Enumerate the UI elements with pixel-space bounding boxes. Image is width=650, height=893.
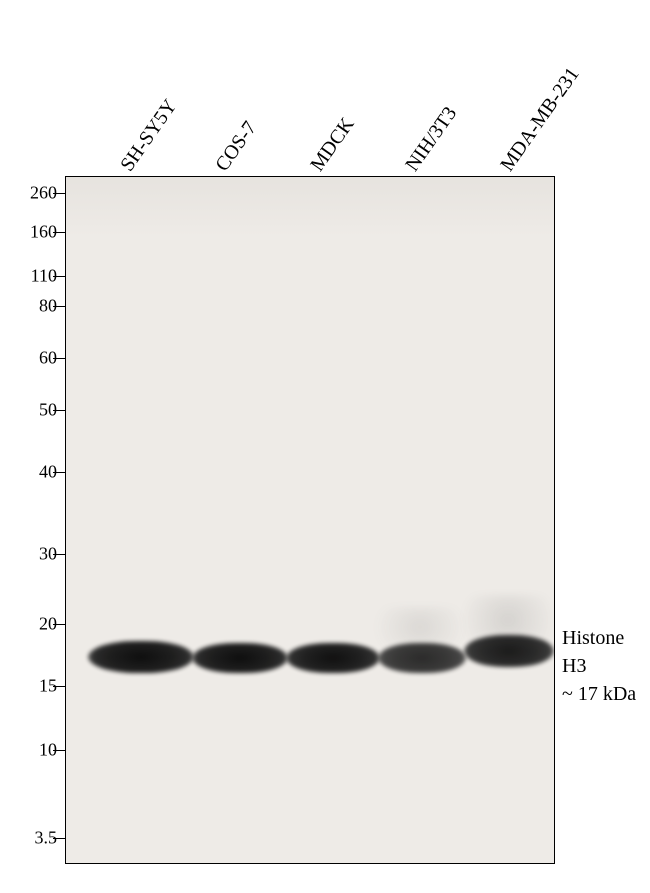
blot-band (378, 643, 466, 673)
blot-band (464, 635, 554, 667)
lane-labels-container: SH-SY5Y COS-7 MDCK NIH/3T3 MDA-MB-231 (65, 20, 555, 176)
noise-overlay (66, 177, 554, 863)
blot-smear (374, 607, 466, 647)
band-annotation-name: Histone H3 (562, 624, 640, 680)
blot-band (286, 643, 380, 673)
lane-label: MDA-MB-231 (496, 64, 584, 176)
band-annotation-mw: ~ 17 kDa (562, 680, 640, 708)
blot-band (88, 641, 194, 673)
lane-label: COS-7 (211, 117, 262, 176)
lane-label: NIH/3T3 (401, 103, 462, 176)
blot-band (192, 643, 288, 673)
lane-label: SH-SY5Y (116, 95, 182, 176)
western-blot-figure: SH-SY5Y COS-7 MDCK NIH/3T3 MDA-MB-231 26… (10, 10, 640, 883)
band-annotation: Histone H3 ~ 17 kDa (562, 624, 640, 708)
blot-membrane (65, 176, 555, 864)
lane-label: MDCK (306, 114, 359, 176)
marker-labels-container: 260 160 110 80 60 50 40 30 20 15 10 3.5 (10, 176, 65, 864)
